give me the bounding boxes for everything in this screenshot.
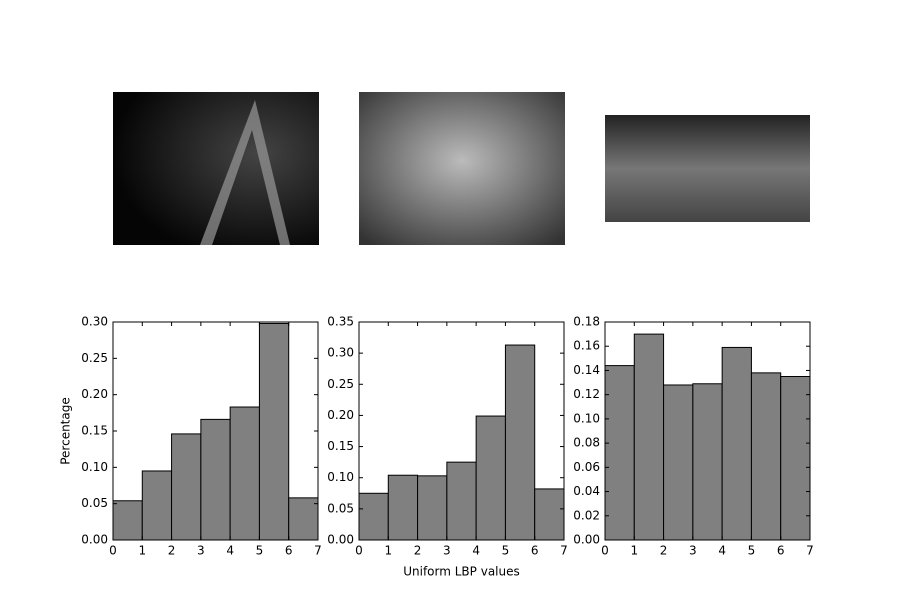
bar [200, 418, 231, 541]
x-tick-label: 7 [560, 544, 568, 558]
bar [475, 415, 506, 541]
y-tick-label: 0.08 [573, 436, 600, 450]
x-tick-label: 5 [748, 544, 756, 558]
y-tick-label: 0.30 [327, 346, 354, 360]
bar [171, 433, 202, 541]
bar [534, 488, 565, 541]
y-tick-label: 0.20 [81, 387, 108, 401]
y-tick-label: 0.14 [573, 363, 600, 377]
bar [229, 406, 260, 541]
bar [604, 365, 635, 541]
image-detail [200, 100, 290, 245]
bar [504, 344, 536, 541]
bar [663, 384, 694, 541]
y-tick-label: 0.06 [573, 460, 600, 474]
y-tick-label: 0.02 [573, 508, 600, 522]
y-tick-label: 0.35 [327, 315, 354, 329]
x-tick-label: 4 [472, 544, 480, 558]
y-tick-label: 0.25 [327, 377, 354, 391]
x-tick-label: 0 [601, 544, 609, 558]
y-tick-label: 0.25 [81, 351, 108, 365]
y-axis-label: Percentage [59, 397, 73, 465]
y-tick-label: 0.00 [81, 533, 108, 547]
bar [417, 475, 448, 541]
x-tick-label: 1 [384, 544, 392, 558]
x-axis-label: Uniform LBP values [403, 565, 520, 579]
y-tick-label: 0.10 [573, 411, 600, 425]
y-tick-label: 0.04 [573, 484, 600, 498]
bar [387, 474, 419, 541]
x-tick-label: 6 [285, 544, 293, 558]
x-tick-label: 7 [314, 544, 322, 558]
bar [358, 492, 389, 541]
bar [258, 322, 290, 541]
x-tick-label: 2 [168, 544, 176, 558]
y-tick-label: 0.05 [81, 496, 108, 510]
x-tick-label: 5 [502, 544, 510, 558]
x-tick-label: 6 [531, 544, 539, 558]
image [359, 92, 565, 245]
x-tick-label: 3 [689, 544, 697, 558]
y-tick-label: 0.12 [573, 387, 600, 401]
y-tick-label: 0.10 [81, 460, 108, 474]
x-tick-label: 7 [806, 544, 814, 558]
y-tick-label: 0.10 [327, 470, 354, 484]
y-tick-label: 0.20 [327, 408, 354, 422]
bar [141, 470, 173, 541]
x-tick-label: 1 [138, 544, 146, 558]
x-tick-label: 6 [777, 544, 785, 558]
bar [446, 461, 477, 541]
y-tick-label: 0.30 [81, 315, 108, 329]
y-tick-label: 0.18 [573, 315, 600, 329]
x-tick-label: 2 [414, 544, 422, 558]
x-tick-label: 4 [226, 544, 234, 558]
bar [721, 346, 752, 541]
axes-frame [358, 321, 565, 541]
x-tick-label: 3 [197, 544, 205, 558]
x-tick-label: 0 [109, 544, 117, 558]
image [605, 115, 810, 222]
y-tick-label: 0.15 [327, 439, 354, 453]
x-tick-label: 5 [256, 544, 264, 558]
y-tick-label: 0.00 [573, 533, 600, 547]
x-tick-label: 3 [443, 544, 451, 558]
y-tick-label: 0.05 [327, 501, 354, 515]
bar [112, 500, 143, 541]
bar [692, 383, 723, 541]
axes-frame [604, 321, 811, 541]
y-tick-label: 0.15 [81, 424, 108, 438]
x-tick-label: 4 [718, 544, 726, 558]
bar [780, 376, 811, 541]
y-tick-label: 0.00 [327, 533, 354, 547]
y-tick-label: 0.16 [573, 339, 600, 353]
bar [288, 497, 319, 541]
x-tick-label: 2 [660, 544, 668, 558]
bar [633, 333, 665, 541]
bar [750, 372, 782, 541]
x-tick-label: 1 [630, 544, 638, 558]
x-tick-label: 0 [355, 544, 363, 558]
